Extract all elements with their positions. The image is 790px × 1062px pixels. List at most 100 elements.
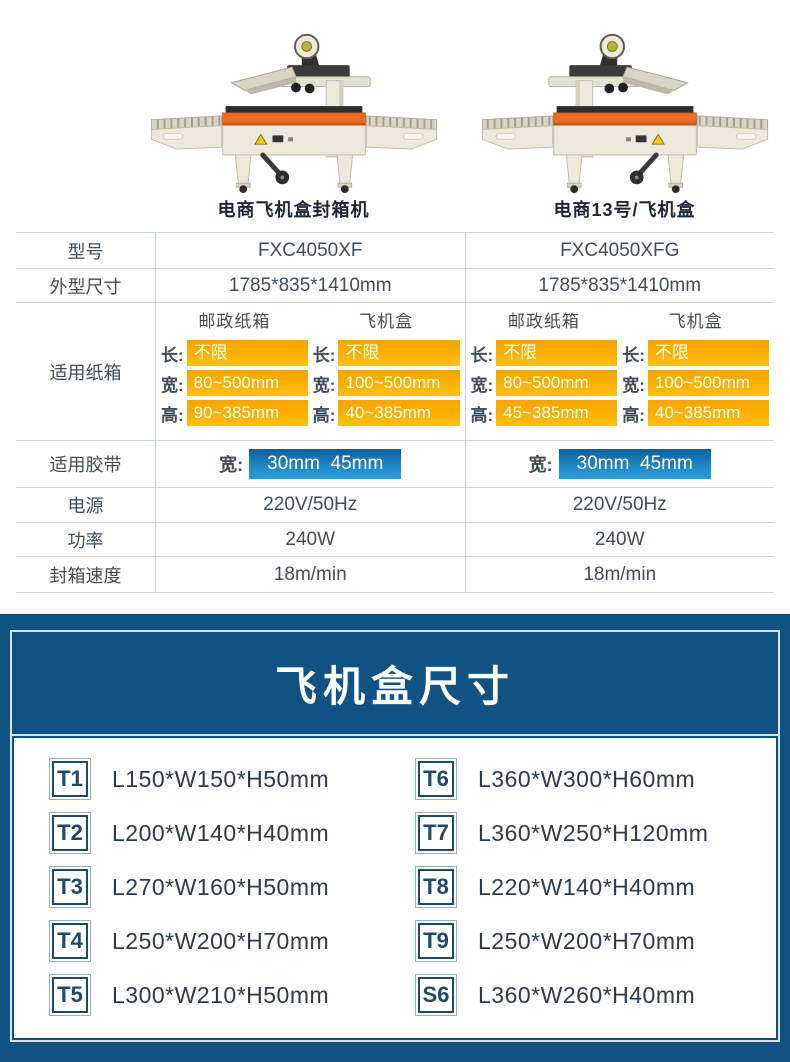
size-dimensions: L250*W200*H70mm xyxy=(478,927,696,954)
size-list-left: T1 L150*W150*H50mm T2 L200*W140*H40mm T3… xyxy=(44,758,410,1038)
dim-value-badge: 100~500mm xyxy=(647,370,769,396)
size-code-badge: T1 xyxy=(52,761,88,797)
carton-dim-row: 高: 40~385mm xyxy=(313,400,460,426)
spec-row-power: 功率 240W 240W xyxy=(16,523,774,557)
spec-row-speed: 封箱速度 18m/min 18m/min xyxy=(16,557,774,593)
tape-width-badge: 30mm 45mm xyxy=(558,449,711,479)
carton-subtable-postal: 邮政纸箱 长: 不限 宽: 80~500mm 高: 90~385mm xyxy=(161,310,308,433)
dim-label-width: 宽: xyxy=(312,375,336,395)
size-dimensions: L270*W160*H50mm xyxy=(112,873,330,900)
size-dimensions: L360*W260*H40mm xyxy=(478,981,696,1008)
panel-header: 飞机盒尺寸 xyxy=(12,632,778,736)
carton-dim-row: 宽: 100~500mm xyxy=(313,370,460,396)
spec-row-tape: 适用胶带 宽: 30mm 45mm 宽: 30mm 45mm xyxy=(16,441,774,488)
carton-dim-row: 宽: 80~500mm xyxy=(161,370,308,396)
dim-value-badge: 40~385mm xyxy=(647,400,769,426)
dim-value-badge: 90~385mm xyxy=(186,400,308,426)
size-item-t1: T1 L150*W150*H50mm xyxy=(44,758,410,800)
dim-label-length: 长: xyxy=(470,345,494,365)
dim-label-height: 高: xyxy=(161,405,184,425)
spec-label-power-supply: 电源 xyxy=(67,496,104,516)
dim-label-width: 宽: xyxy=(470,375,494,395)
machine-photo-right xyxy=(475,26,775,194)
machine-caption-right: 电商13号/飞机盒 xyxy=(553,200,696,220)
machine-caption-left: 电商飞机盒封箱机 xyxy=(217,200,370,220)
size-item-t3: T3 L270*W160*H50mm xyxy=(44,866,410,908)
carton-dim-row: 长: 不限 xyxy=(313,340,460,366)
power-col2: 240W xyxy=(464,523,775,556)
dim-label-height: 高: xyxy=(470,405,494,425)
size-dimensions: L200*W140*H40mm xyxy=(112,819,330,846)
panel-body: T1 L150*W150*H50mm T2 L200*W140*H40mm T3… xyxy=(14,738,776,1038)
dim-value-badge: 不限 xyxy=(496,340,618,366)
spec-label-dimensions: 外型尺寸 xyxy=(49,276,122,297)
carton-subtable-airplane: 飞机盒 长: 不限 宽: 100~500mm 高: 40~385mm xyxy=(622,310,769,433)
spec-row-power-supply: 电源 220V/50Hz 220V/50Hz xyxy=(16,488,774,523)
size-item-t7: T7 L360*W250*H120mm xyxy=(410,812,776,854)
carton-spec-col2: 邮政纸箱 长: 不限 宽: 80~500mm 高: 45~385mm xyxy=(464,303,775,440)
size-list-right: T6 L360*W300*H60mm T7 L360*W250*H120mm T… xyxy=(410,758,776,1038)
carton-dim-row: 长: 不限 xyxy=(161,340,308,366)
tape-width-label: 宽: xyxy=(219,455,244,475)
carton-dim-row: 长: 不限 xyxy=(622,340,769,366)
spec-label-model: 型号 xyxy=(67,241,104,262)
dim-value-badge: 40~385mm xyxy=(338,400,460,426)
dim-value-badge: 80~500mm xyxy=(186,370,308,396)
tape-spec-col2: 宽: 30mm 45mm xyxy=(464,441,775,487)
spec-label-tape: 适用胶带 xyxy=(49,455,122,475)
machine-photo-left xyxy=(144,26,444,194)
size-code-badge: T4 xyxy=(52,923,88,959)
size-code-badge: T7 xyxy=(418,815,454,851)
spec-row-carton: 适用纸箱 邮政纸箱 长: 不限 宽: 80~500mm 高: 90~385mm xyxy=(16,303,774,441)
size-dimensions: L300*W210*H50mm xyxy=(112,981,330,1008)
size-dimensions: L360*W250*H120mm xyxy=(478,819,709,846)
size-dimensions: L250*W200*H70mm xyxy=(112,927,330,954)
dim-label-height: 高: xyxy=(312,405,336,425)
size-code-badge: S6 xyxy=(418,977,454,1013)
spec-model-col1: FXC4050XF xyxy=(155,233,465,268)
product-figure-right: 电商13号/飞机盒 xyxy=(459,10,790,222)
spec-row-model: 型号 FXC4050XF FXC4050XFG xyxy=(16,233,774,269)
dim-label-length: 长: xyxy=(161,345,184,365)
spec-label-carton: 适用纸箱 xyxy=(49,362,122,383)
carton-sub-title: 飞机盒 xyxy=(668,312,723,331)
power-supply-col2: 220V/50Hz xyxy=(464,488,775,522)
size-dimensions: L220*W140*H40mm xyxy=(478,873,696,900)
size-code-badge: T5 xyxy=(52,977,88,1013)
size-item-t4: T4 L250*W200*H70mm xyxy=(44,920,410,962)
carton-dim-row: 宽: 100~500mm xyxy=(622,370,769,396)
spec-table: 型号 FXC4050XF FXC4050XFG 外型尺寸 1785*835*14… xyxy=(16,232,774,593)
tape-width-label: 宽: xyxy=(528,455,553,475)
size-code-badge: T3 xyxy=(52,869,88,905)
size-code-badge: T8 xyxy=(418,869,454,905)
spec-row-dimensions: 外型尺寸 1785*835*1410mm 1785*835*1410mm xyxy=(16,269,774,303)
dim-value-badge: 100~500mm xyxy=(338,370,460,396)
carton-subtable-airplane: 飞机盒 长: 不限 宽: 100~500mm 高: 40~385mm xyxy=(313,310,460,433)
spec-label-power: 功率 xyxy=(67,530,104,551)
power-col1: 240W xyxy=(155,523,465,556)
dim-label-width: 宽: xyxy=(161,375,184,395)
carton-spec-col1: 邮政纸箱 长: 不限 宽: 80~500mm 高: 90~385mm xyxy=(155,303,465,440)
size-item-s6: S6 L360*W260*H40mm xyxy=(410,974,776,1016)
size-dimensions: L150*W150*H50mm xyxy=(112,765,330,792)
carton-dim-row: 长: 不限 xyxy=(471,340,618,366)
carton-dim-row: 高: 40~385mm xyxy=(622,400,769,426)
size-code-badge: T2 xyxy=(52,815,88,851)
speed-col2: 18m/min xyxy=(464,557,775,592)
box-sizes-panel: 飞机盒尺寸 T1 L150*W150*H50mm T2 L200*W140*H4… xyxy=(0,614,790,1062)
size-item-t5: T5 L300*W210*H50mm xyxy=(44,974,410,1016)
size-dimensions: L360*W300*H60mm xyxy=(478,765,696,792)
carton-dim-row: 高: 90~385mm xyxy=(161,400,308,426)
size-item-t9: T9 L250*W200*H70mm xyxy=(410,920,776,962)
dim-label-length: 长: xyxy=(622,345,645,365)
carton-sub-title: 飞机盒 xyxy=(359,312,414,331)
carton-dim-row: 高: 45~385mm xyxy=(471,400,618,426)
speed-col1: 18m/min xyxy=(155,557,465,592)
carton-sub-title: 邮政纸箱 xyxy=(198,312,271,331)
panel-title: 飞机盒尺寸 xyxy=(274,662,515,710)
power-supply-col1: 220V/50Hz xyxy=(155,488,465,522)
size-item-t2: T2 L200*W140*H40mm xyxy=(44,812,410,854)
size-code-badge: T6 xyxy=(418,761,454,797)
product-photos-section: 电商飞机盒封箱机 电商13号/飞机盒 xyxy=(0,0,790,222)
